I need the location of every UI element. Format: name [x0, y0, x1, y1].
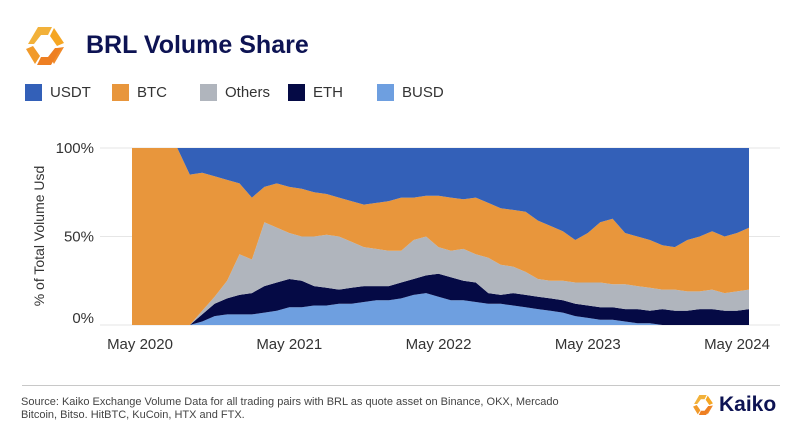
kaiko-logo-icon [26, 27, 64, 65]
x-tick-label: May 2021 [256, 336, 322, 353]
area-others [132, 222, 749, 325]
legend-item-usdt: USDT [25, 84, 91, 101]
legend-item-others: Others [200, 84, 270, 101]
y-tick-label: 50% [64, 229, 94, 246]
area-usdt [132, 148, 749, 248]
legend-item-eth: ETH [288, 84, 343, 101]
source-line-1: Source: Kaiko Exchange Volume Data for a… [21, 396, 559, 408]
legend-swatch [200, 84, 217, 101]
footer-divider [22, 385, 780, 386]
area-btc [132, 148, 749, 325]
brand-name: Kaiko [719, 393, 777, 416]
x-tick-label: May 2024 [704, 336, 770, 353]
legend-swatch [288, 84, 305, 101]
x-tick-label: May 2022 [406, 336, 472, 353]
y-tick-label: 100% [56, 140, 94, 157]
area-busd [132, 293, 749, 325]
page-title: BRL Volume Share [86, 31, 309, 59]
legend-swatch [377, 84, 394, 101]
legend-swatch [112, 84, 129, 101]
kaiko-brand: Kaiko [692, 393, 776, 417]
area-eth [132, 273, 749, 325]
kaiko-brand-icon [693, 395, 713, 415]
legend-label: BUSD [402, 84, 444, 101]
legend-label: USDT [50, 84, 91, 101]
legend-label: Others [225, 84, 271, 101]
x-tick-label: May 2020 [107, 336, 173, 353]
source-line-2: Bitcoin, Bitso. HitBTC, KuCoin, HTX and … [21, 409, 245, 421]
y-tick-label: 0% [72, 310, 94, 327]
legend-swatch [25, 84, 42, 101]
stacked-area-chart: 0% 50% 100% May 2020 May 2021 May 2022 May 20… [31, 140, 780, 353]
legend-label: BTC [137, 84, 167, 101]
legend-item-busd: BUSD [377, 84, 444, 101]
x-tick-label: May 2023 [555, 336, 621, 353]
legend-label: ETH [313, 84, 343, 101]
legend-item-btc: BTC [112, 84, 167, 101]
source-note: Source: Kaiko Exchange Volume Data for a… [21, 396, 621, 422]
y-axis-label: % of Total Volume Usd [31, 166, 47, 307]
